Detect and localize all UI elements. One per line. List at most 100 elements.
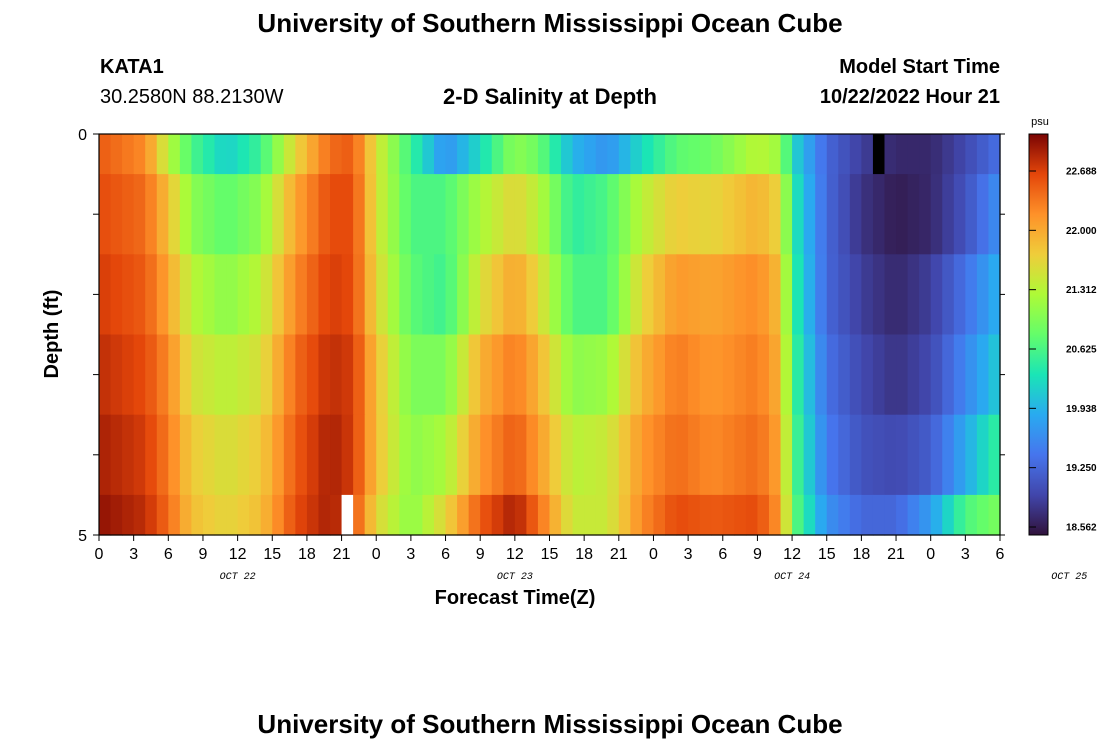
heatmap-cell [561, 174, 574, 255]
heatmap-cell [584, 494, 597, 536]
heatmap-cell [537, 254, 551, 336]
heatmap-cell [641, 414, 655, 496]
heatmap-cell [387, 414, 400, 496]
heatmap-cell [445, 494, 458, 536]
heatmap-cell [630, 254, 643, 336]
heatmap-cell [191, 134, 204, 175]
heatmap-cell [283, 414, 296, 496]
heatmap-cell [826, 254, 839, 336]
x-tick-label: 21 [887, 546, 905, 563]
heatmap-cell [815, 334, 828, 416]
heatmap-cell [711, 174, 724, 255]
heatmap-cell [318, 494, 331, 536]
heatmap-cell [503, 174, 516, 255]
heatmap-cell [110, 494, 123, 536]
heatmap-cell [803, 414, 816, 496]
heatmap-cell [942, 134, 955, 175]
heatmap-cell [549, 414, 562, 496]
heatmap-cell [838, 334, 851, 416]
heatmap-cell [919, 254, 932, 336]
day-label: OCT 23 [497, 572, 533, 583]
heatmap-cell [179, 334, 193, 416]
model-start-label: Model Start Time [839, 56, 1000, 78]
heatmap-cell [364, 494, 377, 536]
heatmap-cell [364, 254, 377, 336]
model-start-value: 10/22/2022 Hour 21 [819, 86, 1000, 108]
heatmap-cell [306, 134, 320, 175]
heatmap-cell [99, 414, 112, 496]
heatmap-cell [745, 254, 759, 336]
heatmap-cell [145, 174, 158, 255]
heatmap-cell [942, 414, 955, 496]
x-tick-label: 12 [506, 546, 524, 563]
heatmap-cell [110, 334, 123, 416]
heatmap-cell [445, 414, 458, 496]
heatmap-cell [930, 134, 943, 175]
heatmap-cell [156, 254, 169, 336]
heatmap-cell [110, 174, 123, 255]
heatmap-cell [965, 174, 978, 255]
station-id: KATA1 [100, 56, 164, 78]
heatmap-cell [688, 334, 701, 416]
heatmap-cell [133, 254, 146, 336]
heatmap-cell [514, 174, 527, 255]
heatmap-cell [214, 174, 227, 255]
heatmap-cell [549, 334, 562, 416]
heatmap-cell [549, 254, 562, 336]
heatmap-cell [919, 334, 932, 416]
heatmap-cell [815, 494, 828, 536]
heatmap-cell [699, 494, 712, 536]
heatmap-cell [896, 334, 909, 416]
x-axis-label: Forecast Time(Z) [435, 587, 596, 609]
heatmap-cell [953, 174, 966, 255]
x-tick-label: 3 [129, 546, 138, 563]
heatmap-grid [99, 134, 1001, 536]
heatmap-cell [422, 134, 435, 175]
heatmap-cell [803, 494, 816, 536]
heatmap-cell [653, 494, 666, 536]
heatmap-cell [757, 334, 770, 416]
heatmap-cell [930, 254, 943, 336]
heatmap-cell [792, 254, 805, 336]
heatmap-cell [595, 254, 608, 336]
heatmap-cell [491, 174, 504, 255]
heatmap-cell [953, 334, 966, 416]
heatmap-cell [919, 174, 932, 255]
heatmap-cell [942, 174, 955, 255]
heatmap-cell [734, 254, 747, 336]
heatmap-cell [630, 414, 643, 496]
heatmap-cell [514, 494, 527, 536]
heatmap-cell [734, 494, 747, 536]
heatmap-cell [745, 334, 759, 416]
heatmap-cell [491, 494, 504, 536]
heatmap-cell [826, 134, 839, 175]
heatmap-cell [445, 134, 458, 175]
heatmap-cell [410, 134, 424, 175]
heatmap-cell [226, 414, 239, 496]
heatmap-cell [306, 334, 320, 416]
heatmap-cell [99, 254, 112, 336]
heatmap-cell [503, 334, 516, 416]
heatmap-cell [630, 174, 643, 255]
heatmap-cell [826, 494, 839, 536]
heatmap-cell [433, 334, 447, 416]
heatmap-cell [526, 334, 539, 416]
heatmap-cell [896, 174, 909, 255]
heatmap-cell [145, 334, 158, 416]
heatmap-cell [318, 254, 331, 336]
heatmap-cell [260, 254, 273, 336]
heatmap-cell [191, 414, 204, 496]
heatmap-cell [988, 414, 1001, 496]
heatmap-cell [618, 494, 631, 536]
heatmap-cell [110, 414, 123, 496]
heatmap-cell [665, 134, 678, 175]
heatmap-cell [468, 494, 481, 536]
x-tick-label: 12 [229, 546, 247, 563]
heatmap-cell [237, 134, 250, 175]
heatmap-cell [457, 174, 470, 255]
heatmap-cell [630, 134, 643, 175]
heatmap-cell [503, 494, 516, 536]
heatmap-cell [503, 254, 516, 336]
heatmap-cell [330, 494, 343, 536]
heatmap-cell [722, 174, 735, 255]
